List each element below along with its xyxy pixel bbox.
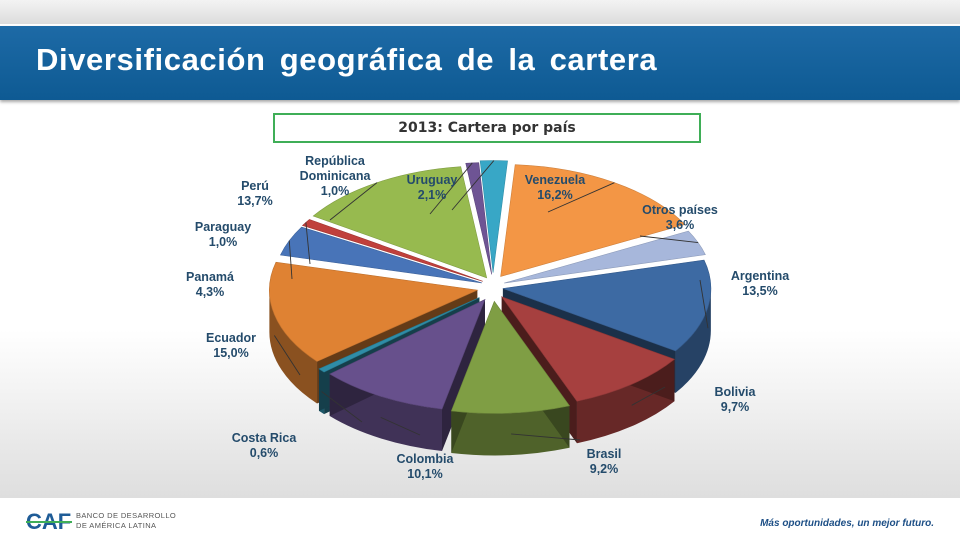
slice-label-brasil: Brasil 9,2% — [587, 447, 622, 476]
pie-slice-uruguay — [479, 160, 508, 273]
slide-title: Diversificación geográfica de la cartera — [36, 42, 658, 77]
leader-line — [511, 433, 581, 441]
logo-text-line1: BANCO DE DESARROLLO — [76, 511, 177, 520]
slogan: Más oportunidades, un mejor futuro. — [760, 518, 934, 529]
leader-line — [288, 240, 293, 280]
leader-line — [547, 182, 615, 213]
caf-logo-mark: CAF — [26, 509, 72, 534]
title-banner: Diversificación geográfica de la cartera — [0, 26, 960, 100]
footer — [0, 498, 960, 540]
pie-slice-side — [269, 290, 318, 404]
pie-slice-side — [451, 405, 570, 456]
slice-label-venezuela: Venezuela 16,2% — [525, 173, 586, 202]
logo-text-line2: DE AMÉRICA LATINA — [76, 521, 157, 530]
leader-line — [380, 416, 421, 436]
leader-line — [639, 235, 699, 244]
slice-label-otros-pa-ses: Otros países 3,6% — [642, 203, 718, 232]
pie-slice-bolivia — [500, 296, 676, 402]
pie-slice-colombia — [329, 298, 486, 410]
pie-slice-rep-blica-dominicana — [465, 162, 492, 275]
leader-line — [329, 182, 378, 221]
leader-line — [429, 162, 473, 215]
leader-line — [273, 335, 301, 376]
slice-label-costa-rica: Costa Rica 0,6% — [232, 431, 298, 460]
pie-slice-argentina — [502, 259, 712, 352]
leader-line — [451, 160, 495, 211]
pie-slice-brasil — [450, 300, 571, 414]
slice-label-ecuador: Ecuador 15,0% — [206, 331, 256, 360]
slice-label-argentina: Argentina 13,5% — [731, 269, 790, 298]
leader-line — [699, 279, 709, 329]
slice-label-rep-blica-dominicana: República Dominicana 1,0% — [300, 154, 372, 198]
slice-label-panam-: Panamá 4,3% — [186, 270, 234, 299]
logo-text: BANCO DE DESARROLLO DE AMÉRICA LATINA — [76, 511, 196, 531]
pie-slice-costa-rica — [318, 297, 480, 373]
leader-line — [631, 386, 666, 406]
leader-line — [305, 222, 311, 265]
chart-subtitle-box: 2013: Cartera por país — [273, 113, 701, 143]
slice-label-per-: Perú 13,7% — [237, 179, 272, 208]
leader-line — [321, 391, 363, 423]
slice-label-uruguay: Uruguay 2,1% — [407, 173, 458, 202]
pie-slice-paraguay — [301, 219, 483, 282]
pie-slice-side — [675, 288, 711, 393]
slice-label-paraguay: Paraguay 1,0% — [195, 220, 251, 249]
slice-label-bolivia: Bolivia 9,7% — [715, 385, 757, 414]
pie-slice-ecuador — [269, 261, 479, 362]
slice-label-colombia: Colombia 10,1% — [397, 452, 455, 481]
pie-slice-per- — [312, 166, 488, 279]
top-strip — [0, 0, 960, 24]
